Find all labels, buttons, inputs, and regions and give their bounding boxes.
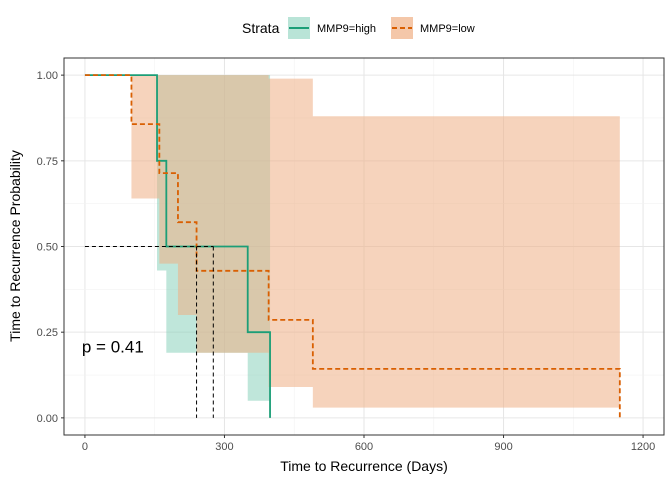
confidence-bands bbox=[84, 75, 620, 408]
x-tick-label: 1200 bbox=[631, 441, 655, 453]
legend-label-high: MMP9=high bbox=[317, 23, 376, 35]
y-tick-label: 1.00 bbox=[37, 70, 58, 82]
x-tick-label: 600 bbox=[355, 441, 373, 453]
y-tick-label: 0.50 bbox=[37, 242, 58, 254]
confidence-band-low bbox=[84, 75, 620, 408]
y-axis-title: Time to Recurrence Probability bbox=[7, 150, 23, 342]
survival-curve-high bbox=[84, 74, 271, 418]
survival-curve-low bbox=[84, 74, 621, 418]
survival-curves bbox=[84, 74, 621, 418]
y-axis-ticks: 0.00 0.25 0.50 0.75 1.00 bbox=[37, 70, 64, 425]
y-tick-label: 0.25 bbox=[37, 327, 58, 339]
x-tick-label: 900 bbox=[494, 441, 512, 453]
legend-title: Strata bbox=[242, 20, 280, 36]
y-tick-label: 0.00 bbox=[37, 413, 58, 425]
x-tick-label: 0 bbox=[82, 441, 88, 453]
p-value-annotation: p = 0.41 bbox=[82, 338, 144, 357]
y-tick-label: 0.75 bbox=[37, 156, 58, 168]
x-tick-label: 300 bbox=[215, 441, 233, 453]
median-reference-lines bbox=[84, 246, 214, 418]
x-axis-title: Time to Recurrence (Days) bbox=[280, 458, 448, 474]
legend: Strata MMP9=high MMP9=low bbox=[242, 17, 475, 39]
x-axis-ticks: 0 300 600 900 1200 bbox=[82, 435, 655, 453]
legend-label-low: MMP9=low bbox=[420, 23, 475, 35]
